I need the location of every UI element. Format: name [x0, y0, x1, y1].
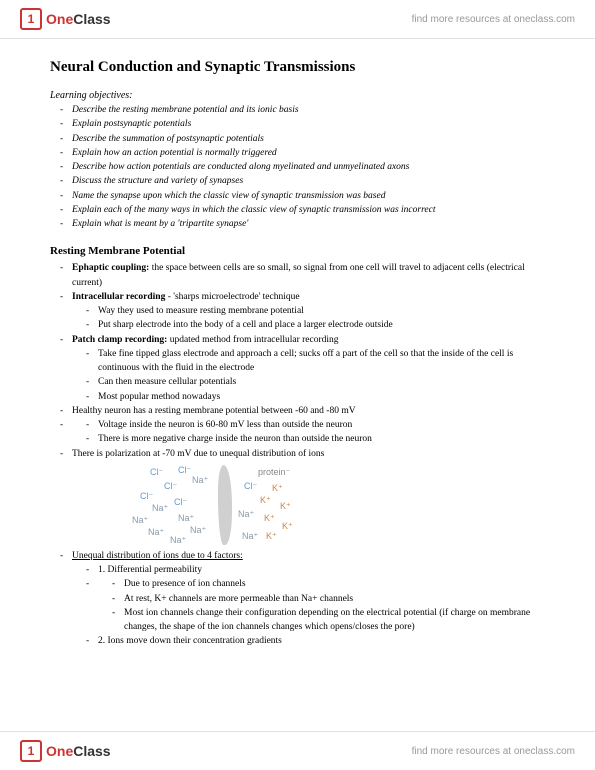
- ion-diagram: Cl⁻ Cl⁻ Cl⁻ Cl⁻ Cl⁻ Na⁺ Na⁺ Na⁺ Na⁺ Na⁺ …: [130, 465, 310, 545]
- cl-ion: Cl⁻: [150, 467, 163, 478]
- na-ion: Na⁺: [148, 527, 164, 538]
- k-ion: K⁺: [272, 483, 283, 494]
- list-item: Due to presence of ion channels: [124, 577, 545, 591]
- page-footer: 1 OneClass find more resources at onecla…: [0, 731, 595, 770]
- logo-text: OneClass: [46, 743, 111, 759]
- list-item: Unequal distribution of ions due to 4 fa…: [72, 549, 545, 649]
- list-item: Put sharp electrode into the body of a c…: [98, 318, 545, 332]
- objectives-list: Describe the resting membrane potential …: [50, 103, 545, 231]
- na-ion: Na⁺: [190, 525, 206, 536]
- cl-ion: Cl⁻: [164, 481, 177, 492]
- term-text: updated method from intracellular record…: [167, 335, 338, 345]
- na-ion: Na⁺: [170, 535, 186, 546]
- objective-item: Name the synapse upon which the classic …: [72, 189, 545, 203]
- term: Intracellular recording: [72, 292, 165, 302]
- objective-item: Describe how action potentials are condu…: [72, 160, 545, 174]
- footer-logo: 1 OneClass: [20, 740, 111, 762]
- k-ion: K⁺: [264, 513, 275, 524]
- logo-icon: 1: [20, 740, 42, 762]
- list-item: Intracellular recording - 'sharps microe…: [72, 290, 545, 333]
- list-item: There is more negative charge inside the…: [98, 432, 545, 446]
- header-link[interactable]: find more resources at oneclass.com: [412, 14, 575, 25]
- list-item: Can then measure cellular potentials: [98, 375, 545, 389]
- list-item: 2. Ions move down their concentration gr…: [98, 634, 545, 648]
- k-ion: K⁺: [282, 521, 293, 532]
- list-item: There is polarization at -70 mV due to u…: [72, 447, 545, 461]
- term-text: - 'sharps microelectrode' technique: [165, 292, 299, 302]
- na-ion: Na⁺: [192, 475, 208, 486]
- term: Ephaptic coupling:: [72, 263, 149, 273]
- list-item: Voltage inside the neuron is 60-80 mV le…: [98, 418, 545, 432]
- factors-list: Unequal distribution of ions due to 4 fa…: [50, 549, 545, 649]
- k-ion: K⁺: [260, 495, 271, 506]
- protein-ion: protein⁻: [258, 467, 290, 478]
- na-ion: Na⁺: [132, 515, 148, 526]
- cl-ion: Cl⁻: [244, 481, 257, 492]
- k-ion: K⁺: [280, 501, 291, 512]
- underline-text: Unequal distribution of ions due to 4 fa…: [72, 551, 243, 561]
- na-ion: Na⁺: [242, 531, 258, 542]
- logo-part-one: One: [46, 11, 73, 27]
- list-item: 1. Differential permeability: [98, 563, 545, 577]
- objective-item: Explain how an action potential is norma…: [72, 146, 545, 160]
- k-ion: K⁺: [266, 531, 277, 542]
- learning-objectives-label: Learning objectives:: [50, 90, 545, 101]
- cl-ion: Cl⁻: [178, 465, 191, 476]
- na-ion: Na⁺: [152, 503, 168, 514]
- logo-text: OneClass: [46, 11, 111, 27]
- list-item-nested: Due to presence of ion channels At rest,…: [98, 577, 545, 634]
- objective-item: Explain each of the many ways in which t…: [72, 203, 545, 217]
- list-item: Ephaptic coupling: the space between cel…: [72, 261, 545, 290]
- document-content: Neural Conduction and Synaptic Transmiss…: [0, 39, 595, 669]
- na-ion: Na⁺: [238, 509, 254, 520]
- objective-item: Explain postsynaptic potentials: [72, 117, 545, 131]
- list-item: At rest, K+ channels are more permeable …: [124, 592, 545, 606]
- objective-item: Describe the summation of postsynaptic p…: [72, 132, 545, 146]
- list-item-nested: Voltage inside the neuron is 60-80 mV le…: [72, 418, 545, 447]
- na-ion: Na⁺: [178, 513, 194, 524]
- objective-item: Describe the resting membrane potential …: [72, 103, 545, 117]
- list-item: Most ion channels change their configura…: [124, 606, 545, 635]
- logo-part-class: Class: [73, 743, 110, 759]
- list-item: Healthy neuron has a resting membrane po…: [72, 404, 545, 418]
- logo-part-one: One: [46, 743, 73, 759]
- page-header: 1 OneClass find more resources at onecla…: [0, 0, 595, 39]
- term: Patch clamp recording:: [72, 335, 167, 345]
- membrane-shape: [218, 465, 232, 545]
- logo-part-class: Class: [73, 11, 110, 27]
- document-title: Neural Conduction and Synaptic Transmiss…: [50, 59, 545, 76]
- section-heading: Resting Membrane Potential: [50, 245, 545, 257]
- cl-ion: Cl⁻: [140, 491, 153, 502]
- section-list: Ephaptic coupling: the space between cel…: [50, 261, 545, 461]
- list-item: Way they used to measure resting membran…: [98, 304, 545, 318]
- cl-ion: Cl⁻: [174, 497, 187, 508]
- list-item: Most popular method nowadays: [98, 390, 545, 404]
- objective-item: Discuss the structure and variety of syn…: [72, 174, 545, 188]
- logo: 1 OneClass: [20, 8, 111, 30]
- logo-icon: 1: [20, 8, 42, 30]
- list-item: Take fine tipped glass electrode and app…: [98, 347, 545, 376]
- footer-link[interactable]: find more resources at oneclass.com: [412, 746, 575, 757]
- list-item: Patch clamp recording: updated method fr…: [72, 333, 545, 404]
- objective-item: Explain what is meant by a 'tripartite s…: [72, 217, 545, 231]
